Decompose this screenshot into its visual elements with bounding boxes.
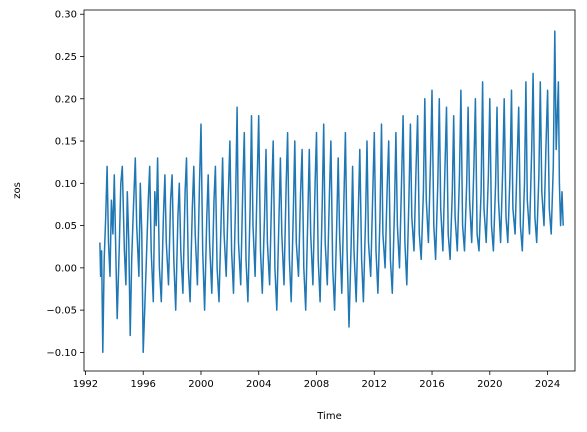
series-layer (99, 30, 564, 354)
x-axis-label: Time (316, 411, 341, 422)
x-tick-label: 2008 (304, 379, 329, 390)
x-tick-label: 1992 (73, 379, 98, 390)
x-tick-label: 2016 (419, 379, 444, 390)
x-tick-label: 2024 (535, 379, 560, 390)
x-tick-label: 2012 (362, 379, 387, 390)
y-axis: −0.10 −0.05 0.00 0.05 0.10 0.15 0.20 0.25 0.30 (46, 10, 84, 359)
series-line (99, 30, 564, 354)
y-axis-label: zos (12, 182, 23, 199)
y-tick-label: 0.25 (55, 52, 77, 63)
x-tick-label: 2020 (477, 379, 502, 390)
x-tick-label: 1996 (130, 379, 155, 390)
y-tick-label: 0.30 (55, 10, 77, 21)
y-tick-label: 0.05 (55, 221, 77, 232)
x-tick-label: 2004 (246, 379, 271, 390)
axes-frame (83, 9, 576, 372)
y-tick-label: 0.20 (55, 94, 77, 105)
y-tick-label: −0.05 (46, 306, 77, 317)
y-tick-label: 0.00 (55, 263, 77, 274)
y-tick-label: 0.10 (55, 179, 77, 190)
x-tick-label: 2000 (188, 379, 213, 390)
y-tick-label: −0.10 (46, 348, 77, 359)
y-tick-label: 0.15 (55, 137, 77, 148)
x-axis: 1992 1996 2000 2004 2008 2012 2016 2020 2024 (73, 371, 560, 390)
